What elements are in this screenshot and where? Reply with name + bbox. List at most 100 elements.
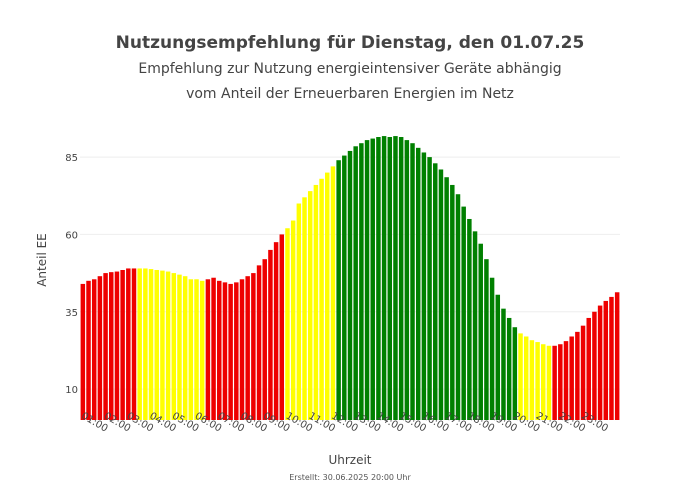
bar [563, 341, 569, 420]
bar [393, 136, 398, 420]
bar [506, 317, 512, 420]
bar [109, 272, 114, 420]
bar [251, 273, 256, 420]
bar [575, 331, 580, 420]
y-axis-ticks: 10 35 60 85 [65, 153, 78, 396]
bar [376, 137, 381, 420]
bar [182, 276, 188, 420]
chart-subtitle-line1: Empfehlung zur Nutzung energieintensiver… [138, 61, 562, 77]
bar [234, 282, 239, 420]
bar [143, 268, 148, 420]
bar-series [80, 136, 620, 421]
bar [597, 305, 603, 420]
bar [256, 265, 262, 420]
bar [433, 163, 438, 421]
bar [535, 342, 540, 420]
bar [325, 172, 330, 420]
bar [290, 220, 296, 420]
chart-title: Nutzungsempfehlung für Dienstag, den 01.… [115, 33, 585, 53]
bar [398, 137, 404, 420]
bar [160, 270, 165, 420]
bar [222, 282, 228, 420]
bar [273, 242, 279, 420]
bar [609, 296, 614, 420]
bar [330, 166, 336, 420]
chart-subtitle-line2: vom Anteil der Erneuerbaren Energien im … [186, 86, 514, 102]
bar [512, 327, 518, 420]
bar [603, 300, 609, 420]
bar [427, 157, 432, 421]
bar [313, 184, 319, 420]
footer-created-note: Erstellt: 30.06.2025 20:00 Uhr [289, 473, 411, 482]
bar [154, 270, 159, 420]
bar [245, 276, 250, 420]
bar [541, 344, 546, 420]
bar [586, 317, 591, 420]
bar [461, 206, 466, 420]
bar [614, 292, 620, 420]
bar [546, 345, 552, 420]
bar [364, 140, 370, 420]
bar [199, 280, 205, 420]
bar [137, 268, 142, 420]
bar [148, 269, 154, 420]
y-axis-title: Anteil EE [35, 233, 49, 287]
bar [552, 345, 557, 420]
bar [194, 279, 199, 420]
y-tick-label: 85 [65, 153, 78, 164]
bar [319, 178, 324, 420]
bar [302, 197, 307, 420]
bar [359, 143, 364, 420]
bar [211, 277, 216, 420]
bar [91, 279, 97, 420]
bar [580, 325, 586, 420]
bar [86, 280, 91, 420]
bar [444, 177, 449, 420]
bar [404, 140, 410, 420]
bar [472, 231, 478, 420]
y-tick-label: 10 [65, 385, 78, 396]
x-axis-title: Uhrzeit [328, 453, 371, 467]
bar [347, 150, 353, 420]
bar [529, 340, 535, 420]
bar [484, 259, 489, 420]
bar [336, 160, 341, 420]
bar [353, 146, 358, 421]
bar [558, 344, 563, 420]
bar [592, 311, 597, 420]
bar [518, 333, 523, 420]
bar [421, 152, 427, 420]
bar [342, 155, 347, 420]
bar [228, 283, 233, 420]
bar [501, 308, 506, 420]
bar [120, 270, 125, 420]
bar [205, 279, 211, 420]
bar [495, 294, 501, 420]
bar [262, 259, 267, 420]
bar [381, 136, 387, 420]
bar [387, 137, 393, 420]
bar [279, 234, 285, 420]
bar [114, 271, 120, 420]
bar [285, 228, 290, 420]
bar [177, 274, 182, 420]
bar [455, 194, 461, 420]
bar [370, 138, 375, 420]
bar [478, 243, 483, 420]
bar [450, 184, 455, 420]
y-tick-label: 60 [65, 230, 78, 241]
bar [171, 273, 177, 420]
bar [489, 277, 495, 420]
bar [415, 147, 421, 420]
bar [97, 276, 103, 420]
bar [80, 283, 86, 420]
bar [523, 336, 529, 420]
bar [217, 280, 222, 420]
bar [165, 271, 171, 420]
bar [569, 336, 574, 420]
bar [296, 203, 302, 420]
y-tick-label: 35 [65, 308, 78, 319]
bar [188, 279, 194, 420]
bar [239, 279, 245, 420]
bar [131, 268, 137, 420]
